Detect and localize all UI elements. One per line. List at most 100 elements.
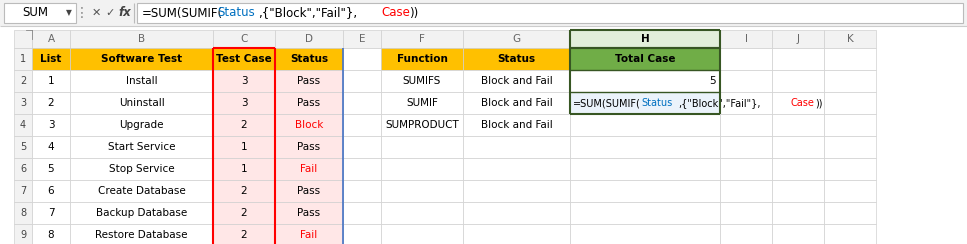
Bar (70, 202, 213, 224)
Text: =SUM(SUMIF(: =SUM(SUMIF( (573, 98, 641, 108)
Bar (720, 30, 772, 48)
Text: 2: 2 (241, 230, 248, 240)
Bar (720, 114, 772, 136)
Bar (463, 70, 570, 92)
Bar (343, 114, 381, 136)
Bar (772, 136, 824, 158)
Bar (381, 224, 463, 244)
Bar (381, 136, 463, 158)
Bar (14, 114, 32, 136)
Bar (32, 70, 70, 92)
Bar (381, 92, 463, 114)
Bar (213, 114, 275, 136)
Bar (343, 70, 381, 92)
Bar (824, 70, 876, 92)
Bar (213, 30, 275, 48)
Text: Total Case: Total Case (615, 54, 675, 64)
Text: 7: 7 (47, 208, 54, 218)
Text: List: List (41, 54, 62, 64)
Text: Install: Install (126, 76, 158, 86)
Text: 3: 3 (20, 98, 26, 108)
Text: Pass: Pass (298, 98, 321, 108)
Bar (32, 202, 70, 224)
Bar (14, 136, 32, 158)
Bar (14, 180, 32, 202)
Bar (343, 30, 381, 48)
Bar (343, 92, 381, 114)
Bar (381, 48, 463, 70)
Bar (381, 158, 463, 180)
Bar (720, 180, 772, 202)
Text: Block and Fail: Block and Fail (481, 120, 552, 130)
Bar (70, 48, 213, 70)
Bar (824, 30, 876, 48)
Text: C: C (241, 34, 248, 44)
Text: 1: 1 (47, 76, 54, 86)
Text: Test Case: Test Case (217, 54, 272, 64)
Bar (463, 158, 570, 180)
Text: G: G (513, 34, 520, 44)
Text: Pass: Pass (298, 142, 321, 152)
Text: Pass: Pass (298, 208, 321, 218)
Bar (720, 158, 772, 180)
Text: Status: Status (290, 54, 328, 64)
Text: Fail: Fail (301, 230, 317, 240)
Text: 6: 6 (20, 164, 26, 174)
Bar (772, 92, 824, 114)
Bar (381, 30, 463, 48)
Bar (70, 180, 213, 202)
Text: Case: Case (382, 7, 411, 20)
Bar (381, 202, 463, 224)
Text: 5: 5 (20, 142, 26, 152)
Bar (70, 114, 213, 136)
Text: 2: 2 (20, 76, 26, 86)
Text: Block and Fail: Block and Fail (481, 98, 552, 108)
Bar (275, 48, 343, 70)
Bar (343, 202, 381, 224)
Bar (463, 136, 570, 158)
Text: =SUM(SUMIF(: =SUM(SUMIF( (142, 7, 223, 20)
Text: 2: 2 (47, 98, 54, 108)
Text: B: B (138, 34, 145, 44)
Bar (824, 202, 876, 224)
Bar (343, 180, 381, 202)
Text: 1: 1 (241, 164, 248, 174)
Text: 2: 2 (241, 120, 248, 130)
Text: SUMIFS: SUMIFS (403, 76, 441, 86)
Bar (14, 48, 32, 70)
Bar (275, 136, 343, 158)
Bar (772, 158, 824, 180)
Text: ▼: ▼ (66, 9, 72, 18)
Bar (824, 224, 876, 244)
Bar (32, 92, 70, 114)
Text: ✓: ✓ (105, 8, 115, 18)
Bar (275, 158, 343, 180)
Bar (32, 30, 70, 48)
Text: ✕: ✕ (91, 8, 101, 18)
Text: 9: 9 (20, 230, 26, 240)
Bar (343, 136, 381, 158)
Text: 5: 5 (47, 164, 54, 174)
Text: Software Test: Software Test (101, 54, 182, 64)
Text: D: D (305, 34, 313, 44)
Bar (213, 158, 275, 180)
Text: Block: Block (295, 120, 323, 130)
Text: SUM: SUM (22, 7, 48, 20)
Bar (275, 224, 343, 244)
Text: I: I (745, 34, 747, 44)
Bar (824, 48, 876, 70)
Text: 3: 3 (241, 76, 248, 86)
Bar (570, 224, 720, 244)
Bar (772, 70, 824, 92)
Text: Pass: Pass (298, 186, 321, 196)
Bar (137, 3, 963, 23)
Text: fx: fx (119, 7, 132, 20)
Bar (343, 158, 381, 180)
Bar (213, 180, 275, 202)
Bar (0, 0, 967, 26)
Text: Fail: Fail (301, 164, 317, 174)
Bar (570, 136, 720, 158)
Bar (275, 180, 343, 202)
Bar (275, 30, 343, 48)
Bar (824, 136, 876, 158)
